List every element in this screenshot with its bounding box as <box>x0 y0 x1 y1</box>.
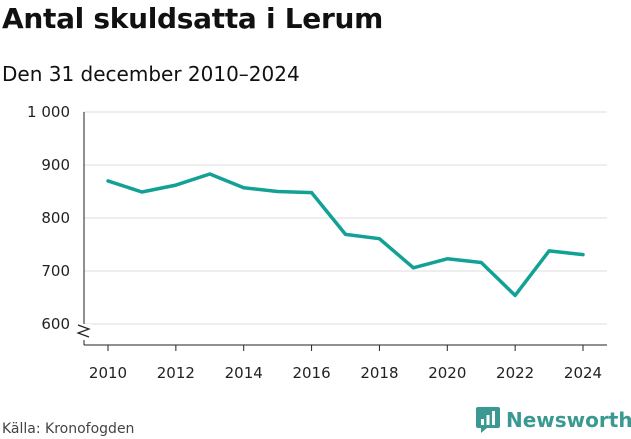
data-point <box>344 232 347 236</box>
source-note: Källa: Kronofogden <box>2 421 135 437</box>
data-point <box>208 172 212 176</box>
x-tick-label: 2014 <box>225 364 263 382</box>
x-tick-label: 2010 <box>89 364 127 382</box>
data-point <box>513 293 517 297</box>
x-tick-label: 2022 <box>496 364 534 382</box>
chart-title: Antal skuldsatta i Lerum <box>2 2 383 35</box>
brand-logo: Newsworthy <box>476 407 631 433</box>
data-point <box>547 249 551 253</box>
y-tick-label: 900 <box>41 156 70 174</box>
chart-subtitle: Den 31 december 2010–2024 <box>2 62 300 86</box>
data-point <box>581 253 585 257</box>
y-tick-label: 800 <box>41 209 70 227</box>
y-tick-label: 1 000 <box>27 103 70 121</box>
data-point <box>140 190 144 194</box>
x-tick-label: 2024 <box>564 364 602 382</box>
data-point <box>310 191 314 195</box>
data-point <box>377 237 381 241</box>
x-tick-label: 2012 <box>157 364 195 382</box>
x-tick-label: 2018 <box>360 364 398 382</box>
data-point <box>242 186 246 190</box>
y-tick-label: 600 <box>41 315 70 333</box>
y-tick-label: 700 <box>41 262 70 280</box>
axis-break-gap <box>76 324 92 340</box>
newsworthy-logo-icon <box>476 407 500 433</box>
data-point <box>445 257 449 261</box>
x-tick-label: 2020 <box>428 364 466 382</box>
data-point <box>479 261 483 265</box>
data-point <box>276 190 280 193</box>
axis-break-icon <box>76 324 91 338</box>
data-point <box>106 179 110 183</box>
x-tick-label: 2016 <box>292 364 330 382</box>
data-point <box>411 266 415 270</box>
brand-name: Newsworthy <box>506 408 631 432</box>
data-point <box>174 183 178 187</box>
